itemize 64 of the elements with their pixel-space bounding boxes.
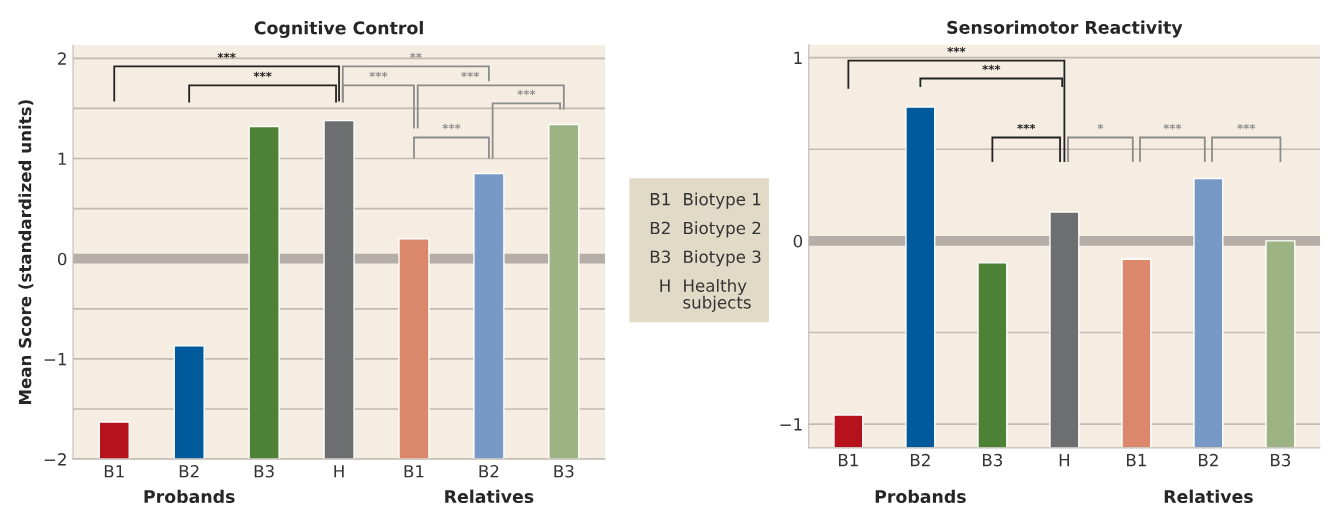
annotation: *** [517, 89, 536, 96]
bar [905, 106, 936, 448]
text: Relatives [445, 489, 534, 504]
annotation: *** [369, 71, 388, 78]
annotation: *** [947, 46, 966, 53]
x-tick-label: B1 [1127, 453, 1146, 467]
text: Healthy subjects [683, 278, 751, 312]
x-tick-label: B1 [404, 465, 424, 478]
bar [1121, 258, 1152, 448]
y-tick-label: 1 [794, 51, 802, 64]
bar [248, 125, 280, 460]
bar [977, 262, 1008, 448]
x-tick-label: B2 [910, 453, 930, 467]
y-tick-label: 0 [57, 252, 67, 266]
x-tick-label: B3 [983, 453, 1003, 467]
bar [548, 123, 580, 460]
annotation: * [1097, 123, 1104, 130]
x-tick-label: B3 [554, 464, 574, 478]
x-tick-label: B2 [179, 464, 199, 478]
bar [1049, 211, 1080, 448]
x-tick-label: H [1059, 453, 1070, 467]
annotation: *** [442, 123, 461, 130]
annotation: *** [217, 52, 236, 59]
text: B3 [650, 250, 670, 264]
y-axis-title: Mean Score (standardized units) [18, 100, 34, 405]
x-tick-label: B2 [479, 464, 499, 478]
annotation: ** [409, 52, 422, 59]
text: B2 [650, 221, 670, 235]
text: Biotype 2 [684, 221, 761, 238]
x-tick-label: H [334, 465, 344, 478]
bar [173, 345, 205, 460]
x-tick-label: B1 [104, 465, 124, 478]
annotation: *** [982, 64, 1001, 71]
text: H [660, 279, 670, 292]
bar [398, 237, 430, 460]
bar [1193, 177, 1224, 448]
bar [833, 414, 864, 448]
y-tick-label: 1 [58, 152, 66, 165]
bar [98, 421, 130, 460]
text: Relatives [1164, 489, 1253, 504]
bar [323, 119, 355, 460]
x-tick-label: B1 [838, 453, 858, 467]
text: Biotype 1 [684, 192, 761, 209]
y-tick-label: 0 [793, 234, 803, 248]
bar [1265, 240, 1296, 448]
annotation: *** [1163, 123, 1182, 130]
annotation: *** [1237, 123, 1256, 130]
y-tick-label: −1 [780, 418, 802, 431]
x-tick-label: B3 [254, 464, 274, 478]
bar [473, 172, 505, 460]
annotation: *** [461, 71, 480, 78]
text: Probands [144, 489, 235, 504]
text: B1 [650, 193, 670, 206]
chart-title: Sensorimotor Reactivity [947, 20, 1183, 38]
x-tick-label: B2 [1199, 453, 1218, 467]
chart-title: Cognitive Control [254, 21, 423, 38]
annotation: *** [253, 71, 272, 78]
y-tick-label: −1 [44, 353, 66, 366]
text: Biotype 3 [684, 250, 761, 267]
y-tick-label: −2 [44, 453, 66, 466]
x-tick-label: B3 [1271, 453, 1291, 467]
text: Probands [875, 489, 966, 504]
y-tick-label: 2 [58, 52, 66, 65]
annotation: *** [1017, 123, 1036, 130]
